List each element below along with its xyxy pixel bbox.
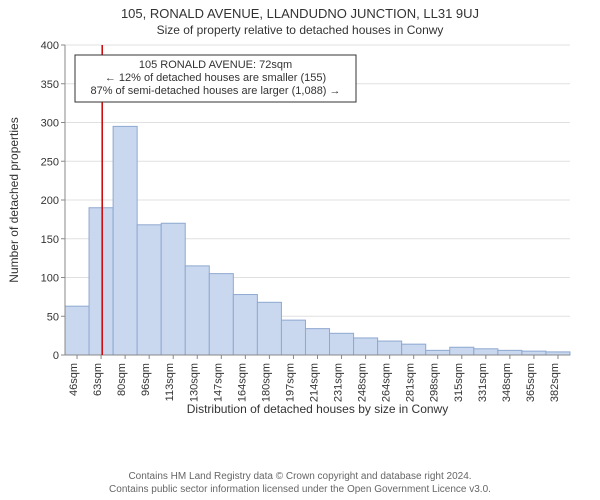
svg-text:331sqm: 331sqm [477, 363, 489, 402]
svg-text:180sqm: 180sqm [260, 363, 272, 402]
svg-text:214sqm: 214sqm [309, 363, 321, 402]
footer: Contains HM Land Registry data © Crown c… [0, 471, 600, 496]
footer-line-1: Contains HM Land Registry data © Crown c… [0, 471, 600, 484]
footer-line-2: Contains public sector information licen… [0, 484, 600, 497]
svg-text:50: 50 [47, 311, 59, 323]
svg-text:248sqm: 248sqm [357, 363, 369, 402]
svg-text:113sqm: 113sqm [164, 363, 176, 401]
page: 105, RONALD AVENUE, LLANDUDNO JUNCTION, … [0, 0, 600, 500]
page-title: 105, RONALD AVENUE, LLANDUDNO JUNCTION, … [0, 0, 600, 21]
svg-text:350: 350 [41, 79, 59, 91]
annotation-line: 87% of semi-detached houses are larger (… [90, 85, 340, 97]
svg-text:231sqm: 231sqm [333, 363, 345, 402]
svg-text:80sqm: 80sqm [116, 363, 128, 396]
svg-text:200: 200 [41, 195, 59, 207]
svg-text:382sqm: 382sqm [549, 363, 561, 402]
svg-text:147sqm: 147sqm [212, 363, 224, 402]
svg-text:348sqm: 348sqm [501, 363, 513, 402]
svg-text:63sqm: 63sqm [92, 363, 104, 396]
svg-text:250: 250 [41, 156, 59, 168]
svg-text:100: 100 [41, 273, 59, 285]
svg-text:164sqm: 164sqm [236, 363, 248, 402]
svg-text:96sqm: 96sqm [140, 363, 152, 396]
svg-text:315sqm: 315sqm [453, 363, 465, 402]
svg-text:Distribution of detached house: Distribution of detached houses by size … [187, 402, 448, 416]
svg-text:197sqm: 197sqm [284, 363, 296, 402]
svg-text:281sqm: 281sqm [405, 363, 417, 402]
svg-text:400: 400 [41, 40, 59, 52]
annotation-line: 105 RONALD AVENUE: 72sqm [139, 59, 292, 71]
svg-text:150: 150 [41, 234, 59, 246]
svg-text:365sqm: 365sqm [525, 363, 537, 402]
svg-text:298sqm: 298sqm [429, 363, 441, 402]
page-subtitle: Size of property relative to detached ho… [0, 21, 600, 37]
svg-text:264sqm: 264sqm [381, 363, 393, 402]
svg-text:0: 0 [53, 350, 59, 362]
svg-text:130sqm: 130sqm [188, 363, 200, 402]
chart-container: 0 50 100 150 200 250 300 350 400 46sqm 63sqm 80sqm 9… [0, 37, 600, 427]
svg-text:46sqm: 46sqm [68, 363, 80, 396]
histogram-chart: 0 50 100 150 200 250 300 350 400 46sqm 63sqm 80sqm 9… [0, 37, 600, 427]
annotation-line: ← 12% of detached houses are smaller (15… [105, 72, 326, 84]
svg-text:Number of detached properties: Number of detached properties [7, 117, 21, 282]
svg-text:300: 300 [41, 118, 59, 130]
